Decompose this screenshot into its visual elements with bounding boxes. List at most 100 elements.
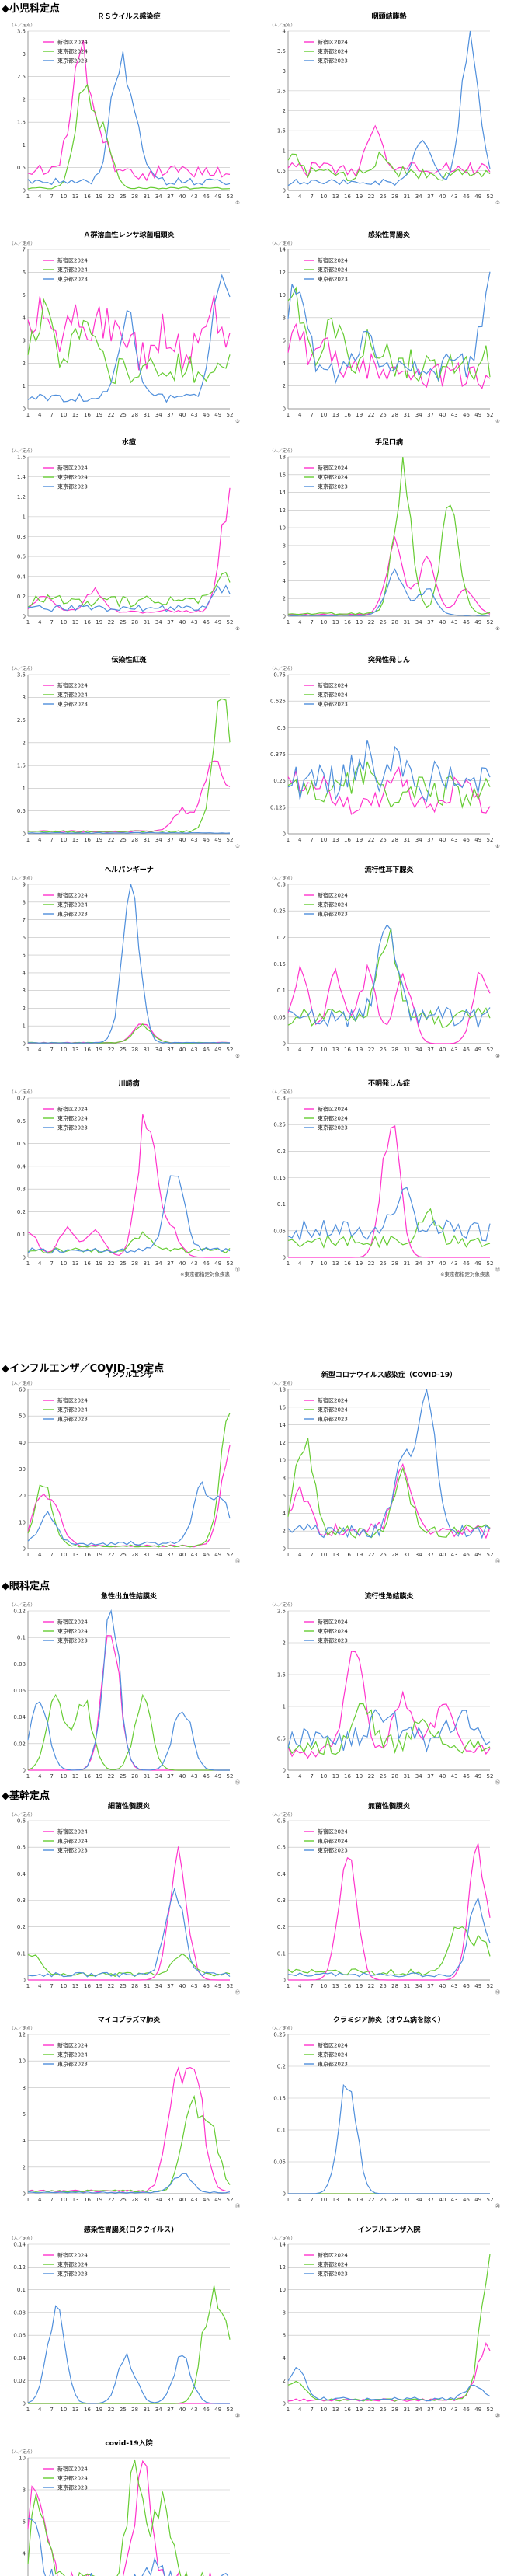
x-tick-label: 43	[191, 2197, 198, 2203]
x-tick-label: 13	[72, 1047, 79, 1053]
y-tick-label: 0.4	[17, 1871, 26, 1877]
chart-panel: ＲＳウイルス感染症 （人／定点） 0 0.5 1 1.5 2 2.5 3 3.5 1 4 7 10 13 16…	[9, 12, 240, 206]
x-tick-label: 43	[451, 1260, 458, 1267]
chart-title: クラミジア肺炎（オウム病を除く）	[333, 2015, 445, 2024]
x-tick-label: 25	[380, 412, 387, 418]
y-tick-label: 0	[283, 2401, 286, 2407]
x-tick-label: 49	[474, 1260, 481, 1267]
y-tick-label: 16	[279, 472, 286, 478]
y-tick-label: 0.3	[277, 882, 286, 888]
y-tick-label: 0.08	[13, 2309, 26, 2316]
x-tick-label: 25	[120, 2407, 127, 2413]
legend-label: 東京都2023	[318, 276, 348, 283]
y-tick-label: 0.25	[273, 2032, 286, 2038]
unit-label: （人／定点）	[269, 448, 295, 454]
x-tick-label: 13	[332, 412, 339, 418]
chart-title: インフルエンザ	[105, 1371, 154, 1379]
panel-number: ⑧	[495, 844, 499, 849]
x-tick-label: 46	[203, 2407, 210, 2413]
x-tick-label: 16	[344, 1552, 351, 1558]
unit-label: （人／定点）	[269, 2235, 295, 2241]
x-tick-label: 46	[203, 619, 210, 626]
x-tick-label: 4	[298, 1260, 302, 1267]
y-tick-label: 0.2	[277, 2064, 286, 2070]
x-tick-label: 16	[84, 193, 91, 200]
x-tick-label: 49	[474, 2407, 481, 2413]
x-tick-label: 4	[38, 1983, 42, 1989]
x-tick-label: 7	[50, 837, 53, 843]
x-tick-label: 31	[143, 412, 150, 418]
x-tick-label: 13	[332, 1260, 339, 1267]
x-tick-label: 31	[403, 2197, 410, 2203]
chart-panel: 伝染性紅斑 （人／定点） 0 0.5 1 1.5 2 2.5 3 3.5 1 4 7 10 13 16 19 22…	[9, 655, 240, 849]
x-tick-label: 7	[50, 412, 53, 418]
x-tick-label: 10	[60, 1552, 67, 1558]
legend-label: 東京都2024	[318, 48, 348, 55]
y-tick-label: 0.8	[17, 534, 26, 540]
x-tick-label: 13	[72, 1773, 79, 1779]
legend-label: 東京都2024	[318, 2261, 348, 2268]
y-tick-label: 0.6	[17, 1118, 26, 1124]
x-tick-label: 28	[391, 1260, 398, 1267]
y-tick-label: 0.25	[273, 1122, 286, 1128]
legend-label: 新宿区2024	[57, 892, 88, 899]
x-tick-label: 7	[310, 837, 313, 843]
x-tick-label: 10	[320, 1047, 327, 1053]
x-tick-label: 28	[391, 619, 398, 626]
series-line-2	[27, 571, 231, 608]
x-tick-label: 46	[203, 837, 210, 843]
x-tick-label: 10	[320, 2197, 327, 2203]
x-tick-label: 19	[96, 1047, 102, 1053]
x-tick-label: 49	[214, 1983, 221, 1989]
x-tick-label: 22	[108, 1047, 115, 1053]
x-tick-label: 43	[451, 1552, 458, 1558]
x-tick-label: 10	[60, 837, 67, 843]
panel-number: ⑰	[235, 1989, 240, 1996]
unit-label: （人／定点）	[269, 1811, 295, 1818]
legend-label: 東京都2024	[57, 1115, 88, 1122]
x-tick-label: 16	[84, 1047, 91, 1053]
x-tick-label: 52	[487, 1260, 494, 1267]
x-tick-label: 34	[415, 1260, 422, 1267]
x-tick-label: 49	[474, 837, 481, 843]
x-tick-label: 10	[320, 1983, 327, 1989]
x-tick-label: 46	[463, 1773, 470, 1779]
legend-label: 東京都2023	[57, 1637, 88, 1644]
x-tick-label: 43	[191, 1983, 198, 1989]
y-tick-label: 0.125	[270, 804, 286, 810]
y-tick-label: 3.5	[277, 48, 286, 54]
x-tick-label: 34	[155, 619, 162, 626]
y-tick-label: 0.08	[13, 1661, 26, 1668]
x-tick-label: 7	[310, 1552, 313, 1558]
y-tick-label: 0.6	[17, 1818, 26, 1825]
series-line-2	[27, 83, 231, 190]
x-tick-label: 19	[96, 2407, 102, 2413]
x-tick-label: 46	[463, 1260, 470, 1267]
legend-label: 東京都2023	[57, 1847, 88, 1854]
x-tick-label: 13	[72, 2407, 79, 2413]
x-tick-label: 1	[26, 837, 30, 843]
x-tick-label: 49	[474, 412, 481, 418]
x-tick-label: 37	[427, 2197, 434, 2203]
series-line-2	[27, 1231, 231, 1254]
x-tick-label: 37	[427, 1047, 434, 1053]
series-line-3	[287, 924, 491, 1030]
x-tick-label: 37	[427, 193, 434, 200]
x-tick-label: 4	[298, 1552, 302, 1558]
legend-label: 東京都2023	[57, 1124, 88, 1131]
x-tick-label: 52	[487, 837, 494, 843]
legend-label: 東京都2023	[57, 701, 88, 708]
x-tick-label: 40	[179, 837, 186, 843]
x-tick-label: 22	[108, 1260, 115, 1267]
chart-title: 感染性胃腸炎	[368, 230, 410, 239]
y-tick-label: 0.4	[17, 1163, 26, 1169]
x-tick-label: 46	[203, 1552, 210, 1558]
x-tick-label: 28	[131, 1552, 138, 1558]
unit-label: （人／定点）	[269, 240, 295, 246]
x-tick-label: 49	[474, 1773, 481, 1779]
x-tick-label: 31	[143, 2407, 150, 2413]
series-line-1	[27, 1114, 230, 1258]
chart-panel: 無菌性髄膜炎 （人／定点） 0 0.1 0.2 0.3 0.4 0.5 0.6 1 4 7 10 13 16…	[269, 1801, 500, 1996]
